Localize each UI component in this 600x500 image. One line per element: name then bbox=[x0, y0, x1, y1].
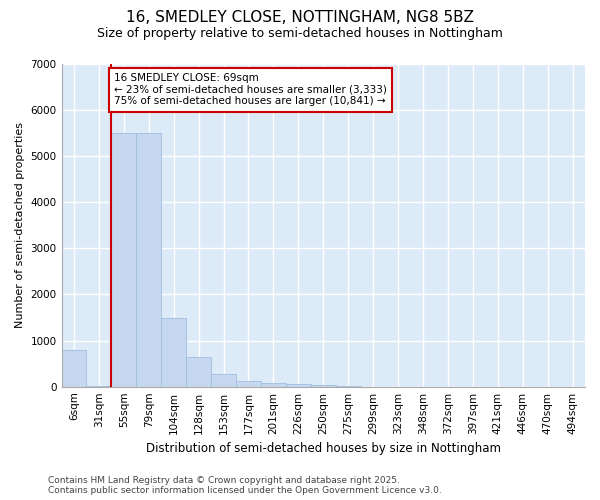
Bar bbox=[236, 380, 261, 386]
Bar bbox=[286, 384, 311, 386]
Text: 16, SMEDLEY CLOSE, NOTTINGHAM, NG8 5BZ: 16, SMEDLEY CLOSE, NOTTINGHAM, NG8 5BZ bbox=[126, 10, 474, 25]
Bar bbox=[136, 133, 161, 386]
Bar bbox=[211, 374, 236, 386]
Text: Size of property relative to semi-detached houses in Nottingham: Size of property relative to semi-detach… bbox=[97, 28, 503, 40]
Bar bbox=[62, 350, 86, 387]
Text: 16 SMEDLEY CLOSE: 69sqm
← 23% of semi-detached houses are smaller (3,333)
75% of: 16 SMEDLEY CLOSE: 69sqm ← 23% of semi-de… bbox=[114, 73, 387, 106]
Text: Contains HM Land Registry data © Crown copyright and database right 2025.
Contai: Contains HM Land Registry data © Crown c… bbox=[48, 476, 442, 495]
Bar bbox=[186, 356, 211, 386]
Y-axis label: Number of semi-detached properties: Number of semi-detached properties bbox=[15, 122, 25, 328]
X-axis label: Distribution of semi-detached houses by size in Nottingham: Distribution of semi-detached houses by … bbox=[146, 442, 501, 455]
Bar bbox=[261, 383, 286, 386]
Bar bbox=[112, 133, 136, 386]
Bar bbox=[161, 318, 186, 386]
